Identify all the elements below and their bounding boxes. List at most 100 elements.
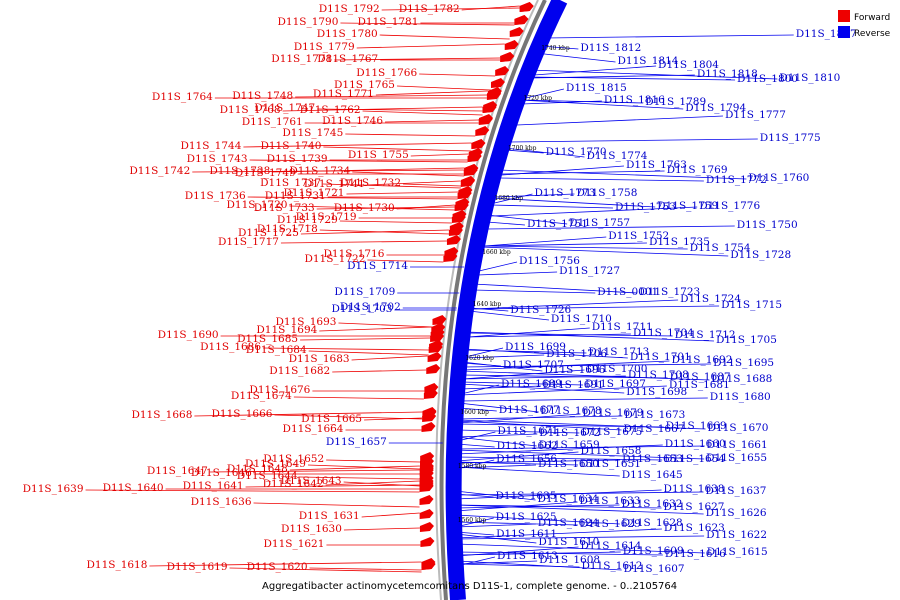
reverse-gene-label: D11S_1758 (576, 187, 637, 199)
reverse-gene-label: D11S_1650 (538, 458, 599, 470)
forward-gene-arrow (486, 90, 501, 100)
forward-connector (299, 476, 420, 480)
reverse-gene-label: D11S_1680 (710, 391, 771, 403)
ruler-tick-label: 1600 kbp (460, 409, 489, 416)
reverse-connector (500, 170, 665, 175)
reverse-strand-track (445, 0, 568, 600)
forward-gene-arrow (457, 189, 472, 199)
reverse-connector (505, 149, 544, 154)
reverse-gene-label: D11S_1800 (737, 73, 798, 85)
reverse-gene-label: D11S_1714 (347, 260, 408, 272)
forward-connector (192, 169, 465, 173)
reverse-connector (470, 307, 509, 312)
forward-gene-label: D11S_1647 (147, 465, 208, 477)
forward-gene-label: D11S_1620 (247, 561, 308, 573)
forward-gene-label: D11S_1738 (209, 165, 270, 177)
forward-gene-label: D11S_1686 (200, 341, 261, 353)
forward-gene-arrow (451, 213, 466, 223)
legend: Forward Reverse (838, 10, 891, 39)
ruler-tick-label: 1700 kbp (508, 145, 537, 152)
reverse-gene-label: D11S_1625 (496, 511, 557, 523)
forward-gene-label: D11S_1631 (299, 510, 360, 522)
forward-connector (332, 369, 427, 373)
reverse-gene-label: D11S_1715 (721, 299, 782, 311)
reverse-connector (486, 221, 525, 226)
reverse-gene-label: D11S_1750 (737, 219, 798, 231)
reverse-gene-label: D11S_1669 (666, 420, 727, 432)
reverse-connector (456, 456, 663, 461)
reverse-gene-label: D11S_1776 (699, 200, 760, 212)
forward-gene-label: D11S_1792 (319, 3, 380, 15)
forward-gene-label: D11S_1716 (323, 248, 384, 260)
forward-connector (253, 502, 420, 508)
reverse-connector (458, 407, 497, 412)
forward-gene-arrow (504, 40, 519, 50)
forward-connector (85, 489, 420, 493)
forward-connector (403, 183, 462, 187)
forward-gene-label: D11S_1771 (313, 88, 374, 100)
forward-connector (295, 94, 488, 98)
reverse-gene-label: D11S_1660 (665, 438, 726, 450)
forward-connector (338, 322, 433, 328)
reverse-gene-label: D11S_1726 (510, 304, 571, 316)
legend-reverse-label: Reverse (854, 29, 891, 39)
reverse-gene-label: D11S_1723 (639, 286, 700, 298)
reverse-gene-label: D11S_1702 (340, 301, 401, 313)
forward-gene-label: D11S_1618 (86, 559, 147, 571)
reverse-connector (484, 236, 607, 247)
reverse-connector (456, 533, 537, 544)
reverse-connector (455, 490, 536, 501)
forward-connector (282, 106, 483, 112)
forward-gene-arrow (478, 115, 493, 125)
forward-gene-label: D11S_1736 (185, 190, 246, 202)
reverse-gene-label: D11S_1655 (706, 452, 767, 464)
forward-connector (367, 259, 444, 263)
forward-gene-label: D11S_1644 (237, 470, 298, 482)
forward-gene-arrow (519, 2, 534, 12)
forward-connector (461, 5, 520, 11)
forward-connector (379, 34, 510, 40)
reverse-gene-label: D11S_1629 (580, 518, 641, 530)
forward-gene-arrow (460, 177, 475, 187)
reverse-connector (516, 115, 723, 126)
reverse-connector (457, 420, 622, 431)
forward-connector (351, 355, 428, 361)
reverse-gene-label: D11S_1659 (539, 439, 600, 451)
reverse-gene-label: D11S_1759 (657, 200, 718, 212)
forward-gene-arrow (446, 235, 461, 245)
reverse-gene-label: D11S_1607 (624, 563, 685, 575)
reverse-connector (457, 560, 622, 571)
reverse-gene-label: D11S_1751 (527, 218, 588, 230)
ruler-tick-label: 1580 kbp (458, 463, 487, 470)
forward-gene-label: D11S_1719 (296, 211, 357, 223)
reverse-connector (478, 261, 518, 272)
reverse-gene-label: D11S_1769 (667, 164, 728, 176)
reverse-gene-label: D11S_1710 (551, 313, 612, 325)
ruler-tick-label: 1620 kbp (465, 355, 494, 362)
reverse-gene-label: D11S_1754 (690, 242, 751, 254)
ruler-tick-label: 1680 kbp (494, 195, 523, 202)
genome-ring-shadow (435, 0, 539, 600)
forward-gene-label: D11S_1664 (283, 423, 344, 435)
forward-gene-label: D11S_1722 (304, 253, 365, 265)
reverse-gene-label: D11S_1691 (543, 379, 604, 391)
forward-connector (326, 459, 421, 463)
reverse-connector (487, 214, 568, 225)
reverse-connector (462, 361, 543, 372)
reverse-gene-label: D11S_1703 (332, 303, 393, 315)
genome-ring (439, 0, 547, 600)
reverse-gene-label: D11S_1677 (499, 404, 560, 416)
forward-gene-label: D11S_1639 (23, 483, 84, 495)
forward-gene-label: D11S_1744 (180, 140, 241, 152)
reverse-connector (456, 531, 495, 536)
forward-gene-label: D11S_1731 (265, 190, 326, 202)
reverse-connector (494, 193, 575, 198)
reverse-gene-label: D11S_1757 (569, 217, 630, 229)
reverse-gene-label: D11S_1712 (675, 329, 736, 341)
forward-gene-label: D11S_1729 (277, 214, 338, 226)
reverse-connector (486, 225, 735, 230)
forward-connector-lines (85, 5, 520, 573)
reverse-gene-label: D11S_1775 (760, 132, 821, 144)
reverse-connector (525, 88, 565, 99)
